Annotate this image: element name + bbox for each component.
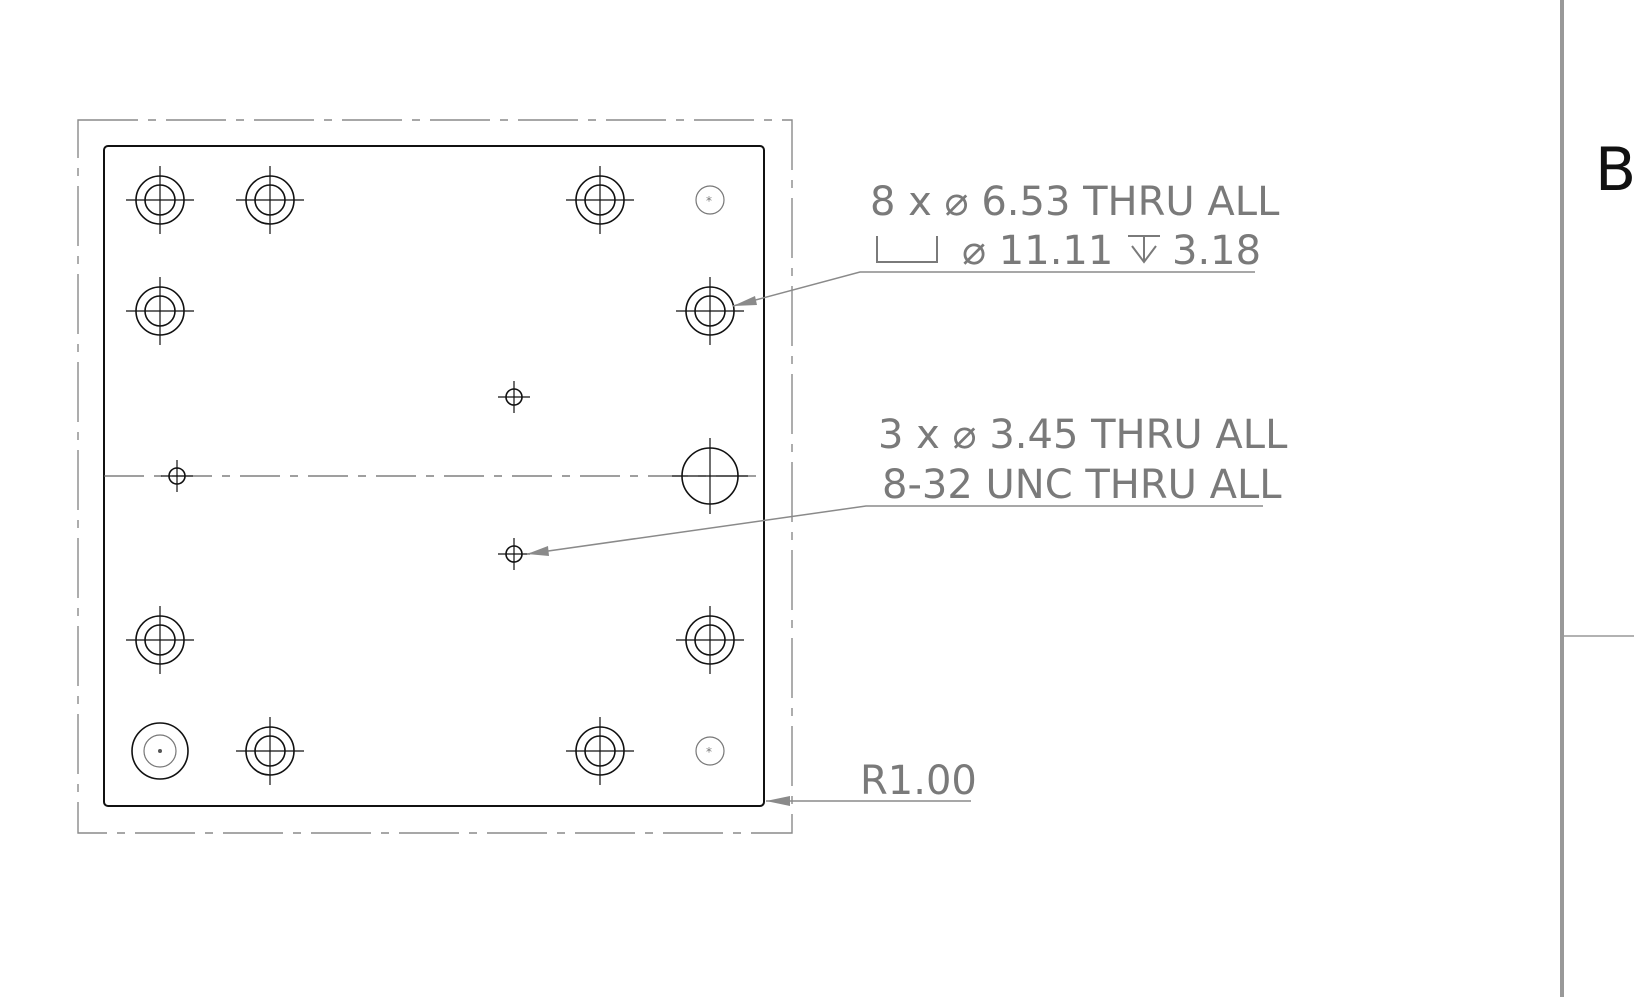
pin-marker: * — [695, 736, 725, 766]
counterbore-icon — [876, 236, 938, 263]
counterbore-hole — [566, 166, 634, 234]
counterbore-hole — [126, 277, 194, 345]
fillet-leader — [766, 796, 971, 806]
depth-icon — [1128, 235, 1160, 264]
counterbore-leader — [732, 271, 1255, 307]
zone-marker: B — [1595, 135, 1634, 205]
holes-group: ** — [126, 166, 748, 785]
counterbore-hole — [131, 722, 189, 780]
pin-star: * — [706, 745, 712, 759]
counterbore-hole — [676, 277, 744, 345]
tapped-callout-line1: 3 x ⌀ 3.45 THRU ALL — [878, 412, 1288, 458]
counterbore-callout-line1: 8 x ⌀ 6.53 THRU ALL — [870, 179, 1280, 225]
counterbore-hole — [566, 717, 634, 785]
counterbore-hole — [236, 717, 304, 785]
counterbore-callout-diameter: ⌀ 11.11 — [962, 228, 1113, 274]
pin-star: * — [706, 194, 712, 208]
tapped-hole — [161, 460, 193, 492]
tapped-hole — [498, 381, 530, 413]
tapped-hole — [498, 538, 530, 570]
tapped-callout-line2: 8-32 UNC THRU ALL — [882, 462, 1282, 508]
pin-marker: * — [695, 185, 725, 215]
stock-outline — [77, 119, 793, 834]
tapped-leader — [526, 505, 1263, 556]
counterbore-hole — [126, 606, 194, 674]
counterbore-hole — [126, 166, 194, 234]
counterbore-hole — [236, 166, 304, 234]
large-hole — [672, 438, 748, 514]
counterbore-hole — [676, 606, 744, 674]
counterbore-callout-depth: 3.18 — [1172, 228, 1261, 274]
fillet-radius-label: R1.00 — [860, 758, 977, 804]
